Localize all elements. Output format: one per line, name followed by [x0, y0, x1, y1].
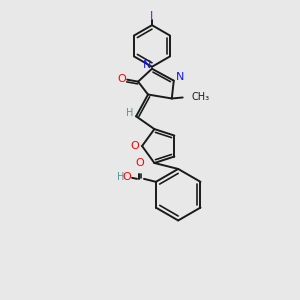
Text: CH₃: CH₃: [192, 92, 210, 103]
Text: N: N: [143, 60, 151, 70]
Text: O: O: [136, 158, 144, 168]
Text: I: I: [150, 11, 154, 21]
Text: N: N: [176, 72, 184, 82]
Text: H: H: [125, 108, 133, 118]
Text: O: O: [117, 74, 126, 84]
Text: O: O: [131, 141, 140, 151]
Text: H: H: [116, 172, 124, 182]
Text: O: O: [123, 172, 131, 182]
